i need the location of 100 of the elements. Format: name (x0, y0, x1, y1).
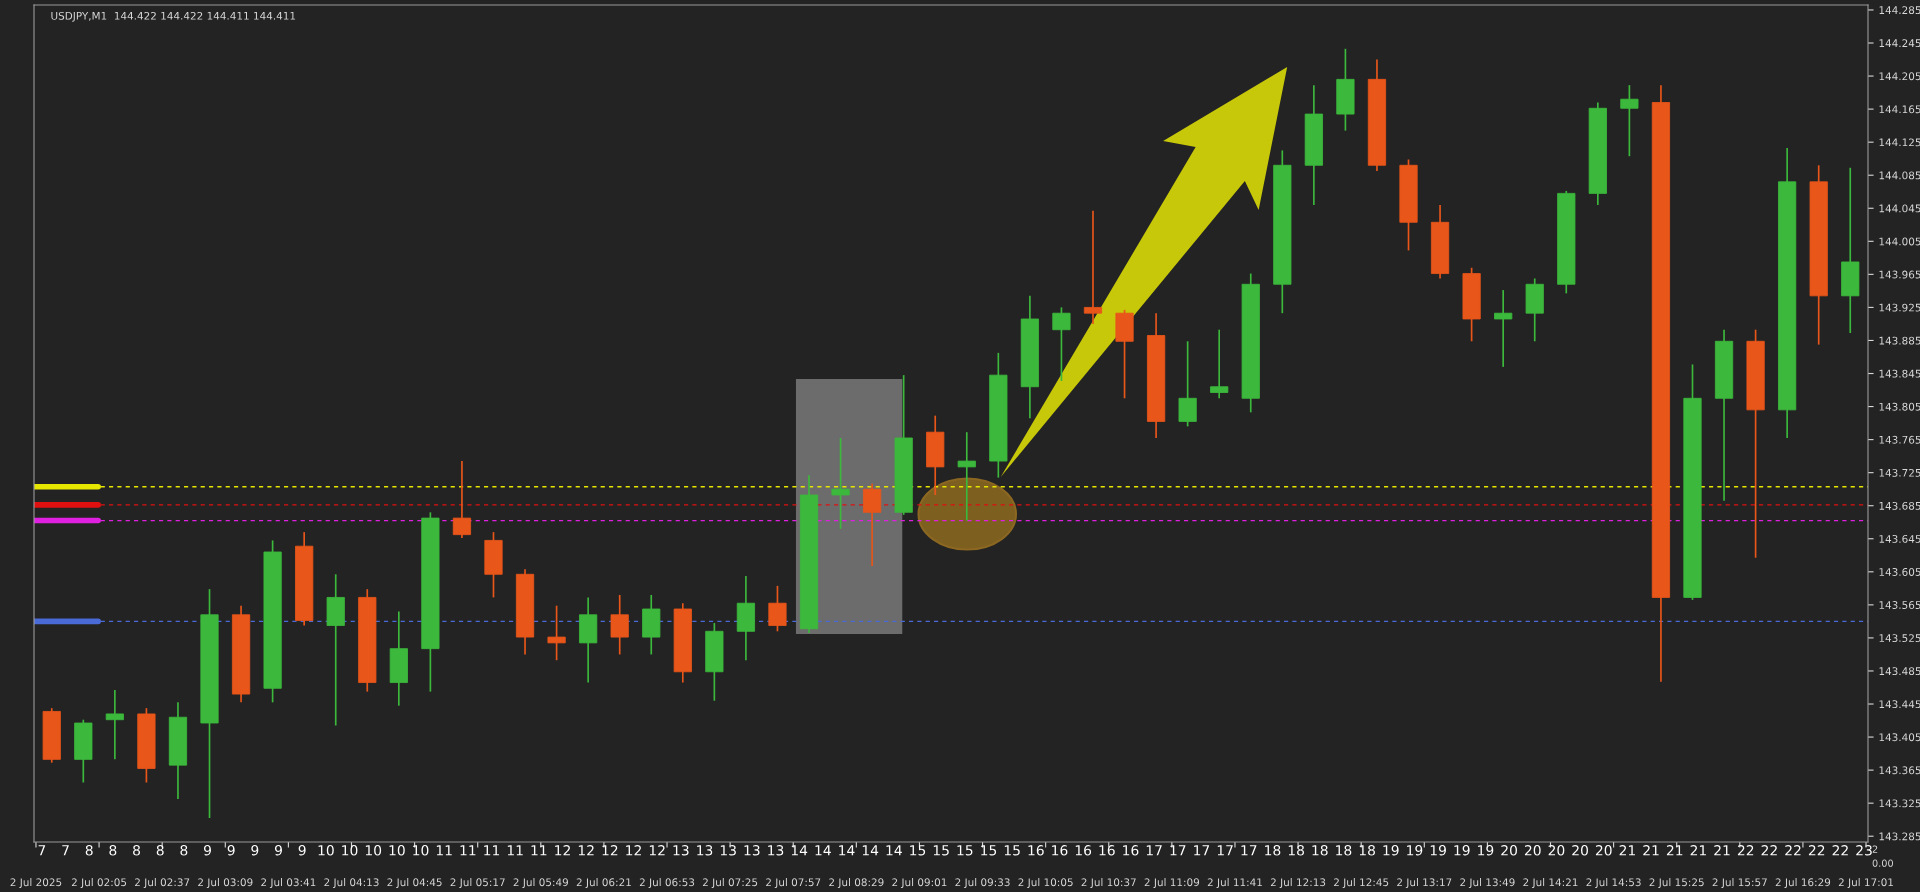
x2-tick-label: 9 (204, 845, 211, 856)
x2-tick-label: 20 (1595, 845, 1612, 856)
x2-tick-label: 11 (436, 845, 452, 856)
x2-tick-label: 8 (133, 845, 141, 856)
x-tick-label: 2 Jul 09:01 (892, 878, 947, 889)
y-tick-label: 143.525 (1879, 634, 1920, 643)
candlestick (863, 482, 882, 567)
x2-tick-label: 14 (886, 845, 902, 856)
y-tick-label: 143.885 (1879, 336, 1920, 345)
x2-tick-label: 12 (602, 845, 618, 856)
x2-tick-label: 20 (1524, 845, 1541, 856)
x-tick-label: 2 Jul 06:21 (576, 878, 631, 889)
y-tick-label: 143.925 (1879, 303, 1920, 312)
x2-tick-label: 20 (1501, 845, 1517, 856)
y-tick-label: 143.285 (1879, 832, 1920, 841)
x-tick-label: 2 Jul 07:25 (702, 878, 758, 889)
x2-tick-label: 9 (227, 845, 235, 856)
x-tick-label: 2 Jul 10:05 (1018, 878, 1073, 889)
x2-tick-label: 11 (484, 845, 500, 856)
x2-tick-label: 14 (791, 845, 808, 856)
x2-tick-label: 10 (365, 845, 382, 856)
x-tick-label: 2 Jul 13:17 (1397, 878, 1452, 889)
x2-tick-label: 11 (460, 845, 476, 856)
x-tick-label: 2 Jul 09:33 (955, 878, 1010, 889)
x2-tick-label: 18 (1336, 845, 1352, 856)
x2-tick-label: 8 (109, 845, 117, 856)
candlestick (831, 437, 850, 530)
text: 0.00 (1872, 859, 1893, 867)
y-tick-label: 143.725 (1879, 468, 1920, 477)
x2-tick-label: 10 (318, 845, 334, 856)
x2-tick-label: 18 (1265, 845, 1281, 856)
y-tick-label: 144.085 (1879, 171, 1920, 180)
candlestick (1620, 84, 1639, 158)
x2-tick-label: 19 (1478, 845, 1494, 856)
y-tick-label: 143.445 (1879, 700, 1920, 709)
x2-tick-label: 19 (1430, 845, 1446, 856)
x2-tick-label: 12 (649, 845, 665, 856)
y-tick-label: 143.685 (1879, 501, 1920, 510)
x-tick-label: 2 Jul 13:49 (1460, 878, 1515, 889)
x-tick-label: 2 Jul 11:09 (1144, 878, 1200, 889)
x2-tick-label: 17 (1194, 845, 1210, 856)
x2-tick-label: 22 (1832, 845, 1848, 856)
candlestick (768, 585, 787, 633)
y-tick-label: 143.365 (1879, 766, 1920, 775)
x2-tick-label: 22 (1737, 845, 1754, 856)
y-tick-label: 144.245 (1879, 39, 1920, 48)
x2-tick-label: 8 (180, 845, 188, 856)
candlestick (1083, 209, 1103, 325)
text: 2 (1872, 845, 1878, 853)
y-tick-label: 144.005 (1879, 237, 1920, 246)
candlestick (105, 689, 124, 761)
x2-tick-label: 14 (839, 845, 855, 856)
x2-tick-label: 13 (673, 845, 689, 856)
candlestick (957, 431, 976, 522)
x2-tick-label: 18 (1312, 845, 1328, 856)
y-tick-label: 143.805 (1879, 402, 1920, 411)
x2-tick-label: 14 (862, 845, 879, 856)
y-tick-label: 143.405 (1879, 733, 1920, 742)
x2-tick-label: 16 (1123, 845, 1139, 856)
x-tick-label: 2 Jul 03:09 (198, 878, 253, 889)
y-tick-label: 143.605 (1879, 568, 1920, 576)
x-tick-label: 2 Jul 12:45 (1334, 878, 1389, 889)
x2-tick-label: 19 (1407, 845, 1423, 856)
x-tick-label: 2 Jul 02:37 (135, 878, 190, 889)
y-tick-label: 144.205 (1879, 72, 1920, 81)
x2-tick-label: 13 (744, 845, 760, 856)
x2-tick-label: 16 (1028, 845, 1044, 856)
x2-tick-label: 11 (507, 845, 523, 856)
x-tick-label: 2 Jul 14:53 (1586, 878, 1641, 889)
x-tick-label: 2 Jul 15:25 (1649, 878, 1704, 889)
x2-tick-label: 10 (413, 845, 429, 856)
y-tick-label: 143.565 (1879, 601, 1920, 609)
x2-tick-label: 16 (1052, 845, 1068, 856)
x2-tick-label: 19 (1383, 845, 1399, 856)
x-tick-label: 2 Jul 05:49 (513, 878, 568, 889)
y-tick-label: 144.285 (1879, 6, 1920, 15)
x2-tick-label: 18 (1359, 845, 1375, 856)
x2-tick-label: 8 (156, 845, 164, 856)
x2-tick-label: 14 (815, 845, 831, 856)
x-tick-label: 2 Jul 06:53 (639, 878, 695, 889)
x2-tick-label: 8 (85, 845, 93, 856)
x2-tick-label: 13 (697, 845, 713, 856)
x2-tick-label: 22 (1785, 845, 1801, 856)
x2-tick-label: 12 (626, 845, 641, 856)
candlestick (547, 604, 566, 662)
candlestick (610, 594, 629, 656)
x2-tick-label: 16 (1075, 845, 1092, 856)
x-tick-label: 2 Jul 03:41 (261, 878, 316, 889)
x-tick-label: 2 Jul 17:01 (1838, 878, 1893, 889)
x2-tick-label: 13 (768, 845, 784, 856)
y-tick-label: 143.965 (1879, 270, 1920, 279)
y-tick-label: 144.125 (1879, 138, 1920, 147)
x2-tick-label: 21 (1643, 845, 1659, 856)
y-tick-label: 143.645 (1879, 534, 1920, 543)
x2-tick-label: 22 (1761, 845, 1777, 856)
candlestick (1178, 340, 1197, 428)
x2-tick-label: 21 (1619, 845, 1635, 856)
x2-tick-label: 19 (1454, 845, 1470, 856)
x-tick-label: 2 Jul 05:17 (450, 878, 505, 889)
x-tick-label: 2 Jul 04:45 (387, 878, 442, 889)
